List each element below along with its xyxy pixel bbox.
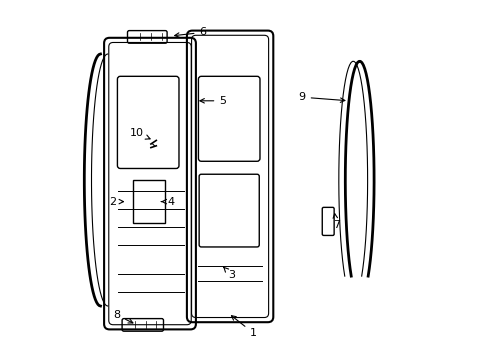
- Text: 4: 4: [161, 197, 174, 207]
- Text: 7: 7: [332, 213, 339, 230]
- Text: 1: 1: [231, 316, 256, 338]
- Text: 6: 6: [174, 27, 206, 37]
- Text: 10: 10: [129, 128, 150, 139]
- Text: 3: 3: [223, 267, 235, 280]
- Text: 9: 9: [298, 92, 344, 102]
- Text: 5: 5: [200, 96, 226, 106]
- Text: 2: 2: [109, 197, 123, 207]
- Text: 8: 8: [113, 310, 133, 323]
- Bar: [133, 180, 165, 223]
